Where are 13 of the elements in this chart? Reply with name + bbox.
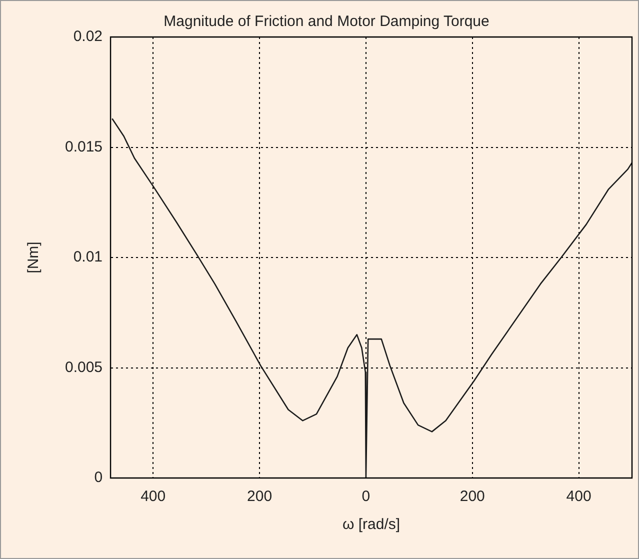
y-tick-label: 0.005 <box>64 358 103 376</box>
y-tick-label: 0.015 <box>64 138 103 156</box>
chart-title: Magnitude of Friction and Motor Damping Torque <box>164 13 490 30</box>
x-tick-label: 200 <box>247 488 272 506</box>
x-tick-label: 400 <box>566 488 592 506</box>
x-tick-label: 200 <box>460 488 485 506</box>
x-tick-label: 0 <box>362 488 370 506</box>
x-axis-title: ω [rad/s] <box>342 516 400 534</box>
x-tick-label: 400 <box>140 488 166 506</box>
y-tick-label: 0.02 <box>73 28 103 46</box>
y-axis-title: [Nm] <box>25 242 42 274</box>
y-tick-label: 0.01 <box>73 248 103 266</box>
y-tick-label: 0 <box>94 469 103 486</box>
